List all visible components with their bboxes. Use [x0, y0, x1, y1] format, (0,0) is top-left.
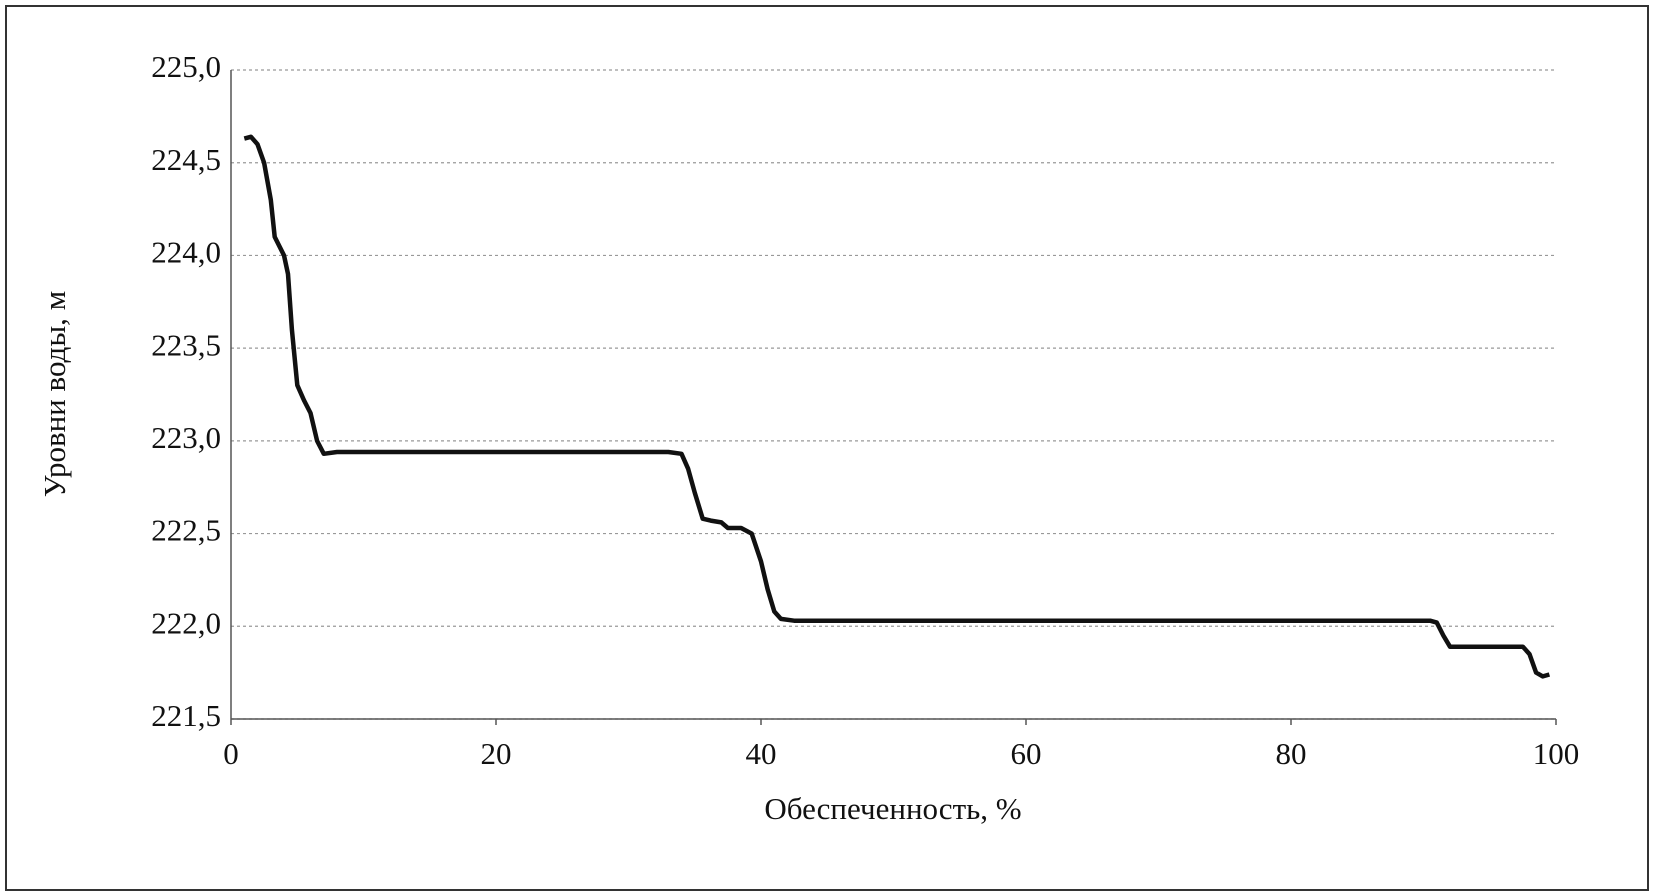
x-tick-label: 60 — [1011, 736, 1042, 771]
x-axis-label: Обеспеченность, % — [764, 791, 1021, 826]
x-tick-label: 100 — [1533, 736, 1580, 771]
x-tick-label: 40 — [746, 736, 777, 771]
y-tick-label: 225,0 — [151, 49, 221, 84]
y-tick-label: 224,0 — [151, 235, 221, 270]
y-tick-label: 224,5 — [151, 142, 221, 177]
y-axis-label: Уровни воды, м — [37, 291, 72, 498]
x-tick-label: 20 — [481, 736, 512, 771]
x-tick-label: 0 — [223, 736, 239, 771]
y-tick-label: 223,5 — [151, 327, 221, 362]
chart-frame — [5, 5, 1649, 891]
y-tick-label: 223,0 — [151, 420, 221, 455]
x-tick-label: 80 — [1276, 736, 1307, 771]
y-tick-label: 221,5 — [151, 698, 221, 733]
y-tick-label: 222,0 — [151, 605, 221, 640]
y-tick-label: 222,5 — [151, 513, 221, 548]
data-line — [243, 134, 1551, 679]
